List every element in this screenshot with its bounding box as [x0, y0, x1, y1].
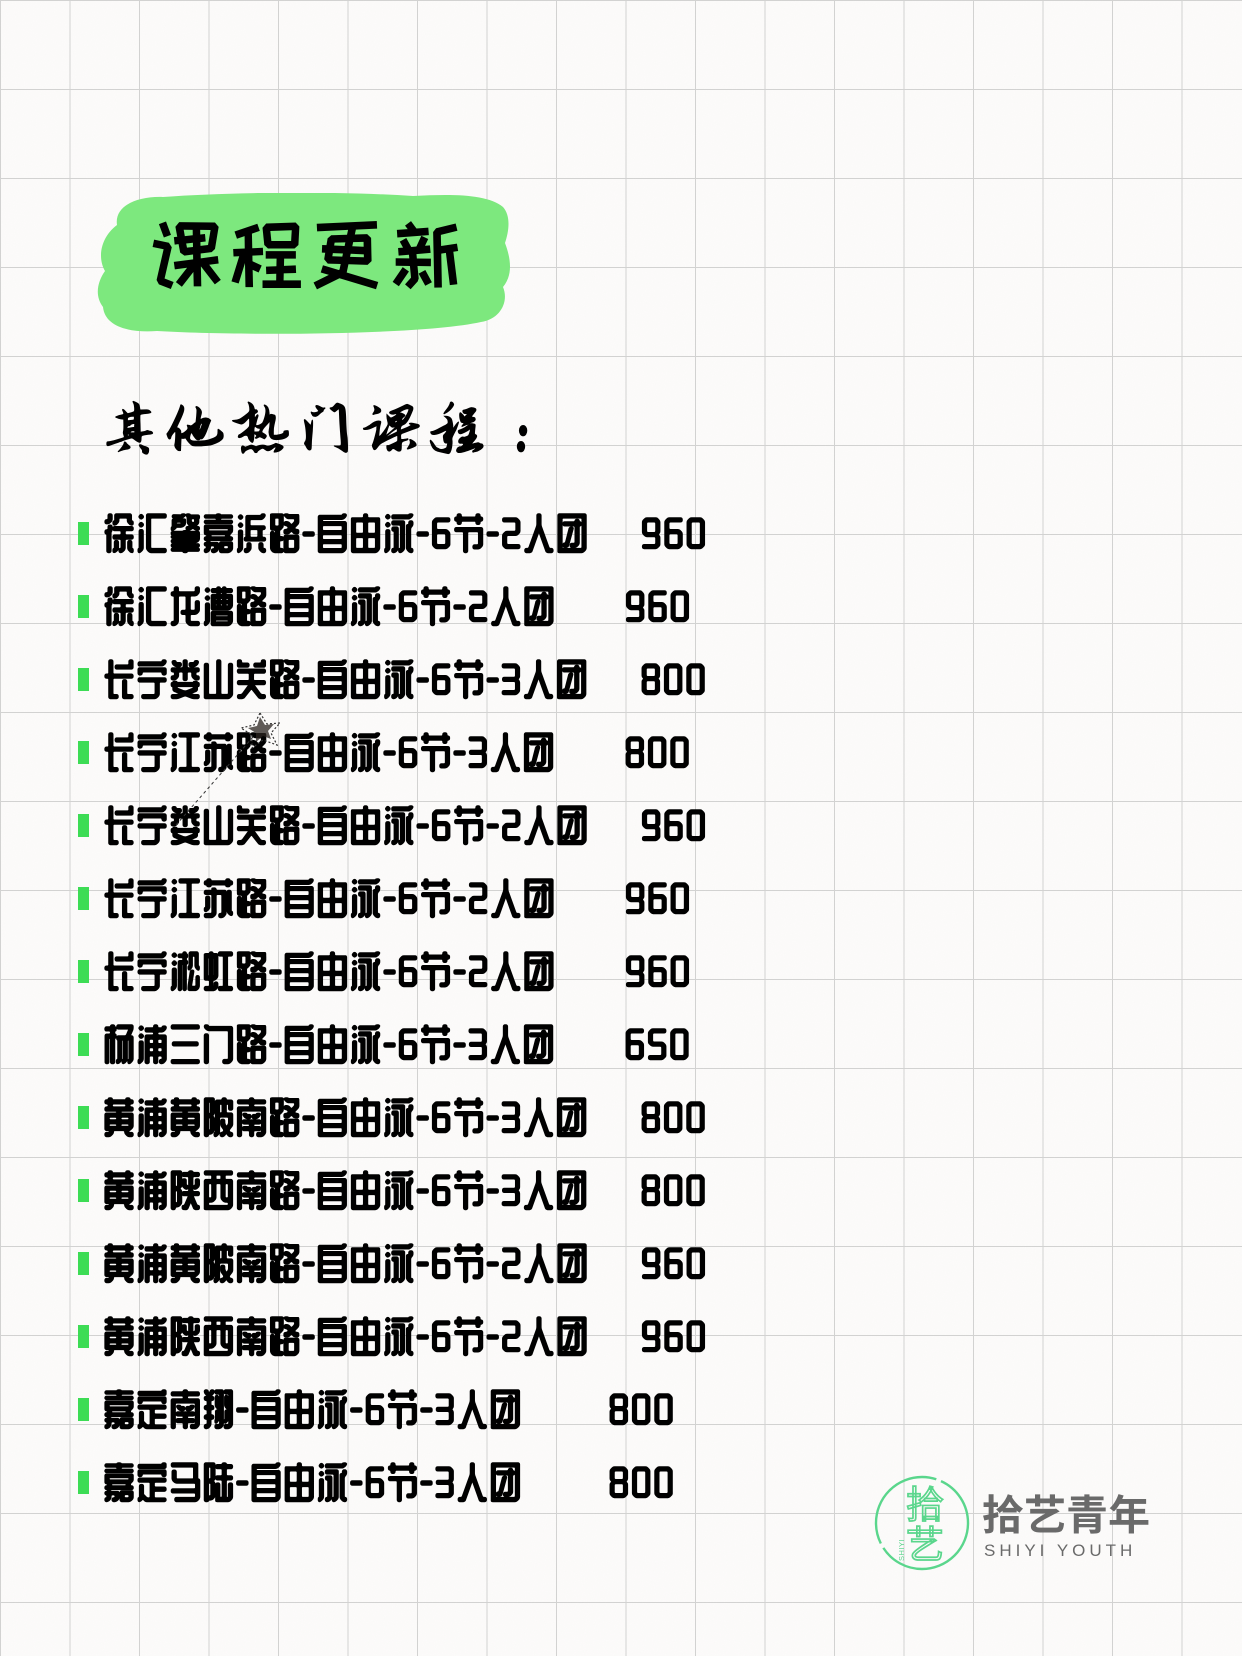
svg-text:拾艺青年: 拾艺青年	[982, 1482, 1150, 1543]
svg-text:SHIYI: SHIYI	[897, 1539, 906, 1561]
svg-text:SHIYI YOUTH: SHIYI YOUTH	[984, 1541, 1136, 1560]
svg-text:艺: 艺	[906, 1514, 944, 1569]
